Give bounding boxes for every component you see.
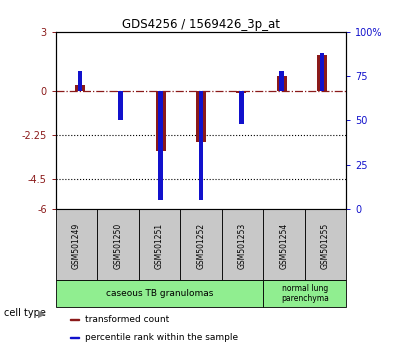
Text: GSM501252: GSM501252 bbox=[197, 223, 205, 269]
Bar bbox=[156, 91, 166, 151]
Bar bbox=[263, 280, 346, 308]
Text: GSM501253: GSM501253 bbox=[238, 223, 247, 269]
Bar bbox=[263, 209, 305, 280]
Bar bbox=[199, 91, 203, 200]
Text: cell type: cell type bbox=[4, 308, 46, 318]
Text: GSM501249: GSM501249 bbox=[72, 223, 81, 269]
Text: transformed count: transformed count bbox=[85, 315, 169, 324]
Text: normal lung
parenchyma: normal lung parenchyma bbox=[281, 284, 329, 303]
Bar bbox=[75, 85, 85, 91]
Bar bbox=[139, 209, 180, 280]
Bar bbox=[317, 56, 327, 91]
Bar bbox=[78, 71, 82, 91]
Text: GSM501250: GSM501250 bbox=[113, 223, 123, 269]
Bar bbox=[70, 319, 79, 320]
Bar bbox=[239, 91, 244, 124]
Text: GSM501255: GSM501255 bbox=[321, 223, 330, 269]
Bar bbox=[70, 337, 79, 338]
Bar bbox=[97, 209, 139, 280]
Bar bbox=[56, 209, 97, 280]
Bar bbox=[222, 209, 263, 280]
Text: percentile rank within the sample: percentile rank within the sample bbox=[85, 333, 238, 342]
Bar bbox=[196, 91, 206, 142]
Bar bbox=[118, 91, 123, 120]
Bar bbox=[56, 280, 263, 308]
Bar bbox=[236, 91, 246, 93]
Text: caseous TB granulomas: caseous TB granulomas bbox=[106, 289, 213, 298]
Bar bbox=[180, 209, 222, 280]
Bar bbox=[115, 91, 125, 92]
Bar bbox=[279, 71, 284, 91]
Bar bbox=[305, 209, 346, 280]
Text: GSM501254: GSM501254 bbox=[279, 223, 289, 269]
Text: ▶: ▶ bbox=[38, 308, 45, 318]
Bar bbox=[158, 91, 163, 200]
Text: GSM501251: GSM501251 bbox=[155, 223, 164, 269]
Bar bbox=[277, 76, 287, 91]
Bar bbox=[320, 53, 324, 91]
Title: GDS4256 / 1569426_3p_at: GDS4256 / 1569426_3p_at bbox=[122, 18, 280, 31]
